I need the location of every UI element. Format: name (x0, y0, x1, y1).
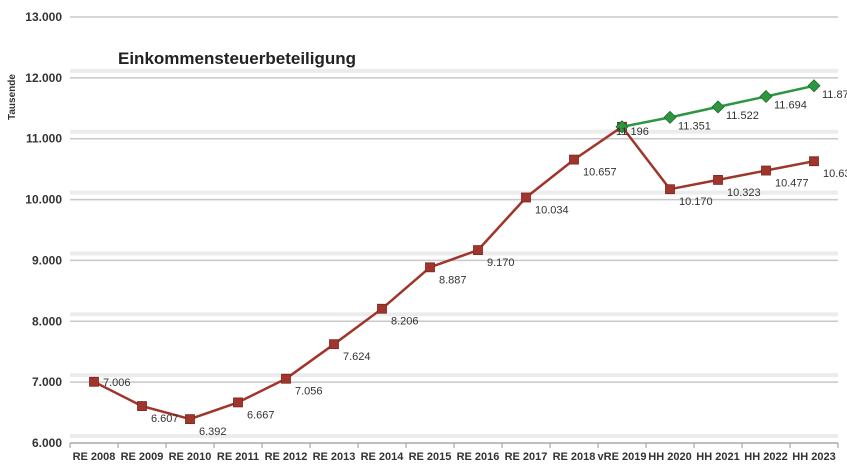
x-tick-label: RE 2014 (361, 451, 405, 463)
data-label: 6.607 (151, 413, 179, 425)
x-tick-label: HH 2022 (744, 451, 787, 463)
data-point (281, 373, 291, 384)
data-label: 11.694 (774, 99, 807, 111)
data-point (807, 79, 821, 93)
data-label: 10.477 (775, 178, 809, 190)
x-tick-label: RE 2018 (553, 451, 596, 463)
data-label: 7.624 (343, 351, 371, 363)
data-label: 7.006 (103, 377, 131, 389)
y-tick-label: 8.000 (32, 314, 62, 328)
y-tick-label: 10.000 (25, 193, 62, 207)
y-axis-label: Tausende (7, 74, 18, 120)
data-point (137, 401, 147, 411)
data-label: 10.63 (823, 168, 847, 180)
x-tick-label: RE 2015 (409, 451, 452, 463)
x-tick-label: RE 2013 (313, 451, 356, 463)
data-label: 11.351 (678, 120, 711, 132)
data-point (761, 165, 771, 176)
y-tick-label: 12.000 (25, 71, 62, 85)
data-label: 11.87 (822, 89, 847, 101)
data-label: 10.034 (535, 205, 569, 217)
grid-band (70, 251, 838, 256)
data-point (665, 184, 675, 195)
data-label: 6.667 (247, 409, 275, 421)
data-point (615, 120, 629, 134)
data-point (809, 156, 819, 167)
y-tick-label: 13.000 (25, 10, 62, 24)
x-tick-label: RE 2009 (121, 451, 164, 463)
x-tick-label: HH 2021 (696, 451, 739, 463)
data-label: 7.056 (295, 386, 323, 398)
data-point (89, 376, 99, 387)
data-label: 8.887 (439, 274, 467, 286)
grid-band (70, 312, 838, 317)
data-labels: 7.006 6.607 6.392 6.667 7.056 7.624 8.206 8.887… (103, 89, 847, 438)
data-point (713, 175, 723, 185)
grid-band (70, 68, 838, 73)
y-tick-label: 7.000 (32, 375, 62, 389)
y-tick-label: 11.000 (26, 132, 62, 146)
grid-band (70, 190, 838, 195)
data-point (663, 110, 677, 124)
axes: 6.000 7.000 8.000 9.000 10.000 11.000 12.000 13… (25, 10, 839, 463)
data-point (569, 154, 579, 165)
x-tick-label: vRE 2019 (598, 451, 647, 463)
x-tick-label: RE 2017 (505, 451, 548, 463)
data-label: 9.170 (487, 257, 515, 269)
grid-band (70, 373, 838, 378)
chart-title: Einkommensteuerbeteiligung (118, 49, 356, 68)
data-label: 6.392 (199, 426, 227, 438)
data-point (185, 414, 195, 425)
grid (70, 16, 838, 444)
data-point (377, 303, 387, 314)
x-tick-label: HH 2020 (648, 451, 691, 463)
x-tick-label: RE 2010 (169, 451, 212, 463)
grid-band (70, 129, 838, 134)
x-tick-label: RE 2011 (217, 451, 259, 463)
data-point (473, 245, 483, 255)
grid-band (70, 434, 838, 438)
data-point (233, 397, 243, 408)
y-tick-label: 6.000 (32, 436, 62, 450)
data-label: 8.206 (391, 316, 419, 328)
x-tick-label: RE 2012 (265, 451, 308, 463)
data-point (521, 192, 531, 203)
data-label: 10.657 (583, 167, 617, 179)
data-label: 10.170 (679, 196, 713, 208)
y-tick-label: 9.000 (32, 253, 62, 267)
data-label: 10.323 (727, 187, 761, 199)
series-line (93, 125, 815, 421)
data-point (425, 262, 435, 273)
data-point (759, 89, 773, 104)
data-label: 11.522 (726, 110, 759, 122)
x-tick-label: RE 2008 (73, 451, 116, 463)
x-tick-label: HH 2023 (792, 451, 835, 463)
data-point (711, 100, 725, 114)
x-tick-label: RE 2016 (457, 451, 500, 463)
data-point (329, 339, 339, 350)
data-label: 11.196 (616, 126, 649, 138)
series (89, 79, 821, 425)
